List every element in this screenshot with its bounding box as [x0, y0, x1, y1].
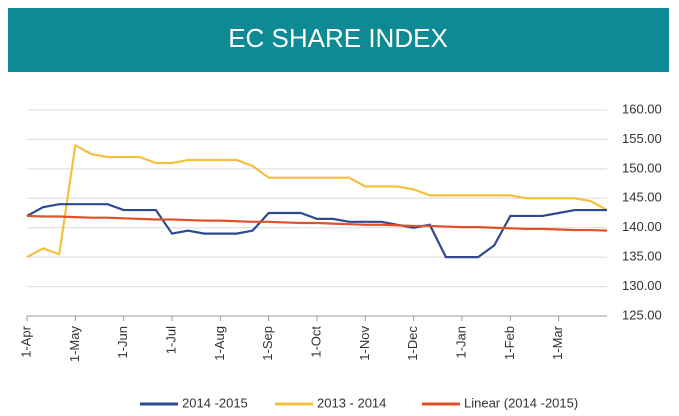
x-tick-label: 1-Feb — [502, 326, 517, 360]
y-tick-label: 160.00 — [622, 101, 662, 116]
y-tick-label: 130.00 — [622, 278, 662, 293]
legend-label: 2014 -2015 — [182, 395, 248, 410]
series-line — [26, 203, 607, 259]
x-tick-label: 1-Jul — [163, 326, 178, 354]
x-tick-label: 1-Nov — [357, 326, 372, 361]
y-tick-label: 125.00 — [622, 307, 662, 322]
y-tick-label: 140.00 — [622, 219, 662, 234]
series-line — [26, 214, 608, 232]
y-tick-label: 145.00 — [622, 190, 662, 205]
x-tick-label: 1-May — [67, 326, 82, 363]
chart-title: EC SHARE INDEX — [228, 23, 448, 53]
x-tick-label: 1-Aug — [212, 326, 227, 361]
legend-label: Linear (2014 -2015) — [464, 395, 578, 410]
y-tick-label: 150.00 — [622, 160, 662, 175]
x-tick-label: 1-Apr — [18, 325, 33, 357]
series-line — [26, 143, 608, 259]
x-tick-label: 1-Jan — [453, 326, 468, 359]
x-tick-label: 1-Dec — [405, 326, 420, 361]
x-tick-label: 1-Mar — [550, 325, 565, 360]
x-tick-label: 1-Sep — [260, 326, 275, 361]
x-tick-label: 1-Oct — [308, 326, 323, 358]
header-band — [8, 8, 669, 72]
y-tick-label: 155.00 — [622, 131, 662, 146]
y-tick-label: 135.00 — [622, 249, 662, 264]
x-tick-label: 1-Jun — [115, 326, 130, 359]
legend-label: 2013 - 2014 — [317, 395, 386, 410]
